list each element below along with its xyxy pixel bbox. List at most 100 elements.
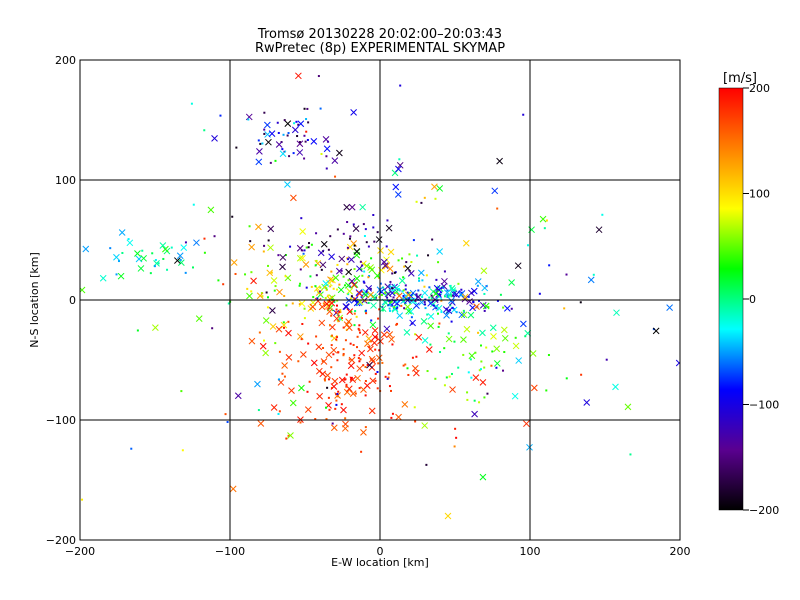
- data-point-dot: [337, 390, 340, 393]
- data-point-dot: [445, 376, 448, 379]
- data-point-dot: [281, 148, 284, 151]
- data-point-dot: [283, 375, 286, 378]
- data-point-x: [152, 324, 159, 331]
- data-point-x: [396, 161, 404, 169]
- data-point-dot: [402, 296, 405, 299]
- data-point-dot: [224, 413, 227, 416]
- colorbar-tick-label: −200: [749, 504, 779, 517]
- data-point-dot: [547, 354, 550, 357]
- data-point-dot: [277, 378, 280, 381]
- data-point-dot: [326, 140, 329, 143]
- data-point-x: [325, 351, 333, 359]
- colorbar-ticks: 200 100 0 −100 −200: [743, 82, 779, 517]
- data-point-x: [363, 262, 371, 270]
- data-point-dot: [404, 363, 407, 366]
- data-point-dot: [267, 264, 270, 267]
- data-point-dot: [443, 270, 446, 273]
- data-point-dot: [358, 324, 361, 327]
- data-point-x: [330, 383, 338, 390]
- data-point-dot: [414, 299, 417, 302]
- data-point-x: [530, 384, 538, 392]
- data-point-dot: [476, 284, 479, 287]
- data-point-dot: [424, 303, 427, 306]
- data-point-x: [285, 354, 293, 361]
- data-point-dot: [502, 369, 505, 372]
- data-point-x: [291, 126, 299, 134]
- data-point-x: [234, 392, 242, 400]
- data-point-dot: [543, 227, 546, 230]
- data-point-dot: [426, 313, 429, 316]
- data-point-x: [343, 303, 350, 311]
- data-point-x: [174, 257, 181, 264]
- data-point-dot: [274, 342, 277, 345]
- data-point-dot: [344, 339, 347, 342]
- data-point-dot: [421, 295, 424, 298]
- data-point-x: [255, 158, 263, 166]
- data-point-dot: [300, 217, 303, 220]
- data-point-dot: [446, 294, 449, 297]
- data-point-dot: [267, 296, 270, 299]
- data-point-dot: [345, 385, 348, 388]
- data-point-dot: [439, 293, 442, 296]
- data-point-dot: [250, 271, 253, 274]
- data-point-x: [341, 425, 349, 432]
- data-point-dot: [364, 426, 367, 429]
- data-point-x: [520, 320, 527, 328]
- data-point-x: [595, 226, 603, 234]
- data-point-dot: [448, 375, 451, 378]
- data-point-dot: [362, 280, 365, 283]
- data-point-dot: [315, 259, 318, 262]
- data-point-x: [371, 333, 379, 341]
- data-point-x: [346, 287, 353, 295]
- data-point-dot: [234, 272, 237, 275]
- data-point-x: [421, 422, 429, 429]
- data-point-x: [285, 329, 292, 337]
- data-point-x: [467, 311, 475, 319]
- data-point-dot: [478, 299, 481, 302]
- data-point-dot: [391, 412, 394, 415]
- data-point-dot: [235, 146, 238, 149]
- data-point-x: [529, 350, 537, 357]
- data-point-dot: [425, 463, 428, 466]
- data-point-dot: [410, 299, 413, 302]
- data-point-dot: [431, 238, 434, 241]
- data-point-dot: [358, 329, 361, 332]
- data-point-dot: [393, 271, 396, 274]
- data-point-x: [332, 274, 340, 282]
- data-point-dot: [462, 353, 465, 356]
- data-point-dot: [127, 238, 130, 241]
- data-point-x: [343, 203, 351, 211]
- data-point-dot: [329, 304, 332, 307]
- data-point-dot: [282, 133, 285, 136]
- data-point-dot: [377, 362, 380, 365]
- data-point-x: [317, 291, 324, 299]
- data-point-x: [304, 406, 312, 414]
- data-point-dot: [565, 273, 568, 276]
- data-point-dot: [426, 370, 429, 373]
- data-point-dot: [364, 228, 367, 231]
- data-point-x: [367, 291, 374, 299]
- data-point-dot: [378, 349, 381, 352]
- data-point-x: [461, 293, 469, 301]
- data-point-x: [317, 249, 325, 257]
- data-point-dot: [284, 275, 287, 278]
- data-point-dot: [298, 303, 301, 306]
- x-axis-label: E-W location [km]: [331, 556, 429, 569]
- data-point-dot: [438, 322, 441, 325]
- data-point-x: [436, 248, 444, 255]
- data-point-dot: [335, 403, 338, 406]
- data-point-x: [320, 358, 328, 365]
- data-point-dot: [386, 219, 389, 222]
- data-point-dot: [319, 107, 322, 110]
- data-point-x: [159, 242, 167, 249]
- data-point-dot: [503, 351, 506, 354]
- data-point-x: [462, 239, 470, 247]
- data-point-dot: [414, 333, 417, 336]
- data-point-x: [345, 324, 353, 332]
- data-point-dot: [364, 380, 367, 383]
- data-point-dot: [478, 369, 481, 372]
- data-point-dot: [397, 259, 400, 262]
- data-point-x: [512, 342, 520, 350]
- data-point-dot: [416, 254, 419, 257]
- data-point-dot: [478, 401, 481, 404]
